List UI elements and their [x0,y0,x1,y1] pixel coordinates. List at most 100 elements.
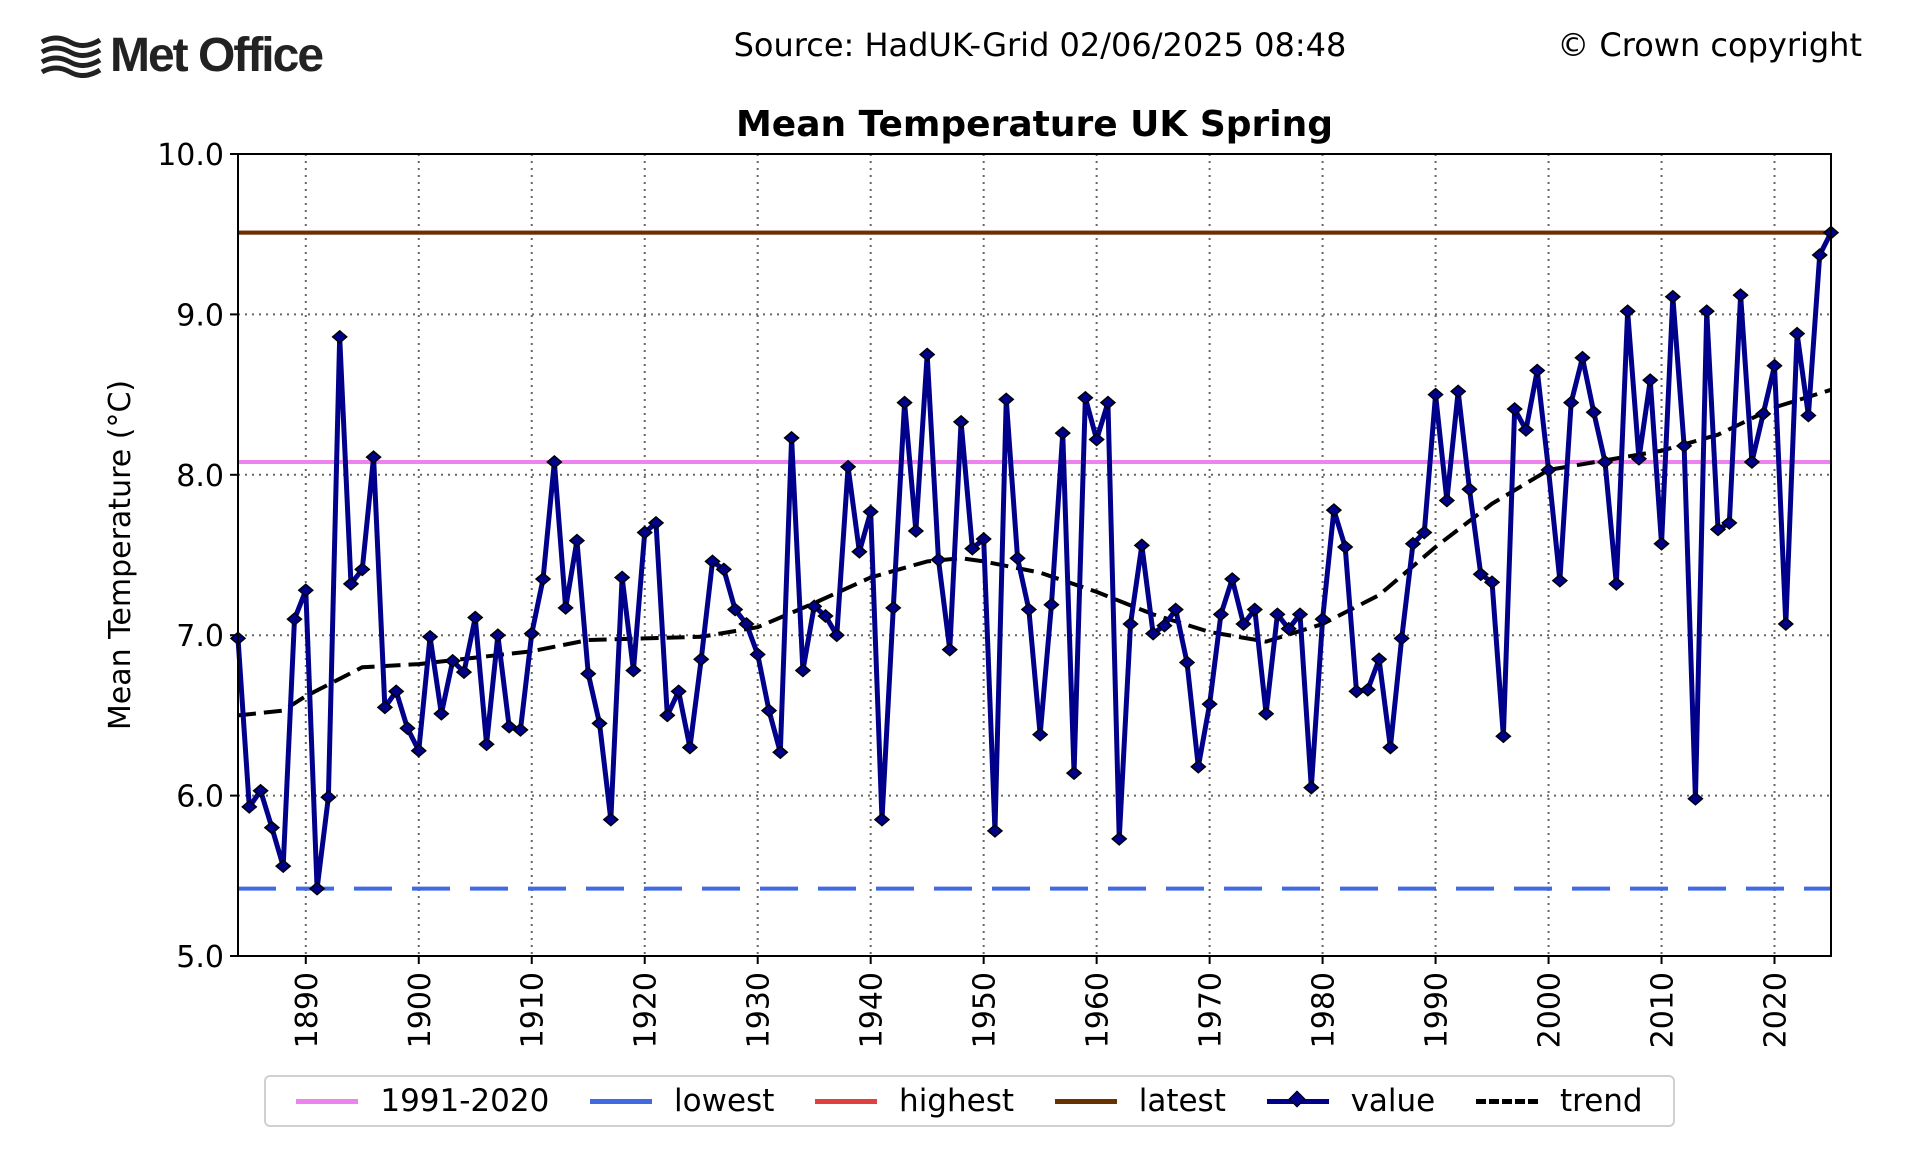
x-tick-label: 1920 [629,972,664,1048]
y-tick-label: 7.0 [176,619,224,654]
value-point [1190,759,1207,774]
value-point [1450,384,1467,399]
value-point [1393,631,1410,646]
value-point [1506,402,1523,417]
value-point [1235,616,1252,631]
legend-item: latest [1054,1083,1226,1119]
value-point [1529,363,1546,378]
value-point [1642,373,1659,388]
legend-swatch [1475,1098,1538,1104]
x-tick-label: 2020 [1759,972,1794,1048]
value-point [794,663,812,678]
value-point [1743,454,1761,469]
value-point [512,722,529,737]
value-point [580,666,597,681]
value-point [806,599,823,614]
x-tick-label: 2000 [1533,972,1568,1048]
value-point [320,790,337,805]
value-point [1461,482,1478,497]
waves-logo-icon [40,35,102,78]
value-point [591,716,608,731]
value-point [930,552,947,567]
value-point [1065,766,1083,781]
value-point [1314,612,1331,627]
y-tick-label: 5.0 [176,940,224,975]
value-point [738,616,755,631]
value-point [557,600,574,615]
x-tick-label: 1940 [855,972,890,1048]
value-point [252,783,269,798]
value-point [613,570,631,585]
value-point [1009,551,1026,566]
value-point [1359,682,1376,697]
value-point [354,562,371,577]
legend-swatch [1054,1098,1117,1104]
value-point [342,576,360,591]
value-point [1416,525,1433,540]
value-point [1653,536,1670,551]
value-point [1664,289,1681,304]
value-point [907,523,925,538]
value-point [1382,740,1399,755]
value-point [1608,576,1625,591]
copyright-text: © Crown copyright [1557,26,1862,64]
value-point [1144,626,1162,641]
value-point [1483,575,1501,590]
value-point [1800,408,1817,423]
value-point [1574,350,1591,365]
y-axis-label: Mean Temperature (°C) [103,380,138,730]
value-point [534,572,552,587]
value-line [235,231,1834,892]
value-point [523,626,540,641]
x-tick-label: 1970 [1194,972,1229,1048]
value-point [1766,358,1783,373]
value-point [1269,607,1286,622]
legend-label: value [1350,1083,1436,1119]
value-point [681,740,699,755]
value-point [986,823,1004,838]
x-tick-label: 1910 [516,972,551,1048]
x-tick-label: 1930 [742,972,777,1048]
value-point [1732,288,1749,303]
value-point [410,743,427,758]
value-point [546,454,563,469]
value-point [1472,567,1489,582]
value-point [478,737,495,752]
value-point [1348,684,1365,699]
value-point [376,700,394,715]
value-point [1619,304,1636,319]
x-tick-label: 1900 [403,972,438,1048]
value-point [365,450,382,465]
value-point [1303,780,1320,795]
y-tick-label: 10.0 [157,138,224,173]
value-point [772,745,789,760]
value-point [444,653,461,668]
value-point [467,610,484,625]
value-point [1630,451,1648,466]
trend-line [237,387,1832,718]
value-point [1404,536,1422,551]
value-point [241,799,258,814]
value-point [964,541,981,556]
value-point [817,608,834,623]
value-point [941,642,958,657]
value-point [1077,390,1094,405]
value-point [1224,572,1241,587]
legend-swatch [815,1098,878,1104]
value-point [297,583,314,598]
value-point [1777,616,1794,631]
value-point [885,600,902,615]
value-point [1562,395,1580,410]
legend-item: highest [815,1083,1014,1119]
value-point [421,629,439,644]
value-point [1088,432,1105,447]
legend-label: highest [899,1083,1015,1119]
value-point [1721,515,1738,530]
value-point [1325,503,1343,518]
value-point [1675,438,1693,453]
y-tick-label: 8.0 [176,459,224,494]
value-point [308,881,326,896]
value-point [275,859,292,874]
value-point [1811,248,1828,263]
value-point [749,647,766,662]
